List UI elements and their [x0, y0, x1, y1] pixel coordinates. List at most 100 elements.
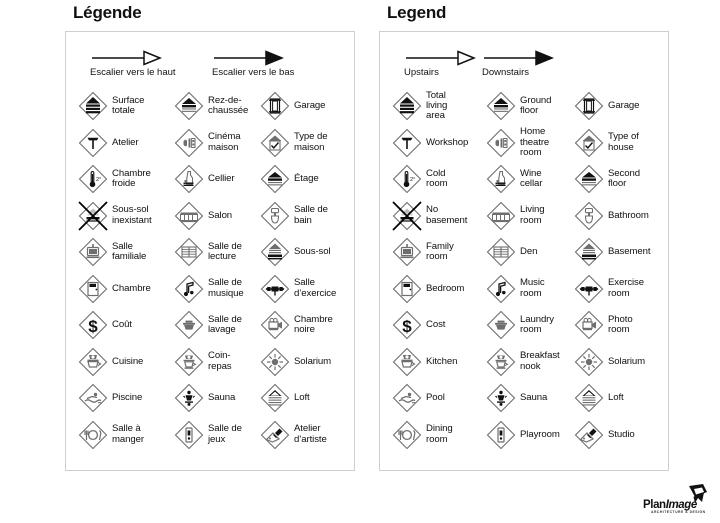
- legend-item-symbol: [486, 310, 516, 340]
- legend-item[interactable]: Chambre noire: [260, 307, 346, 344]
- legend-item-label-line1: Salle de: [208, 240, 242, 252]
- legend-item[interactable]: Cinéma maison: [174, 125, 260, 162]
- legend-item[interactable]: Piscine: [78, 380, 174, 417]
- legend-item[interactable]: Bedroom: [392, 271, 486, 308]
- legend-item[interactable]: Garage: [260, 88, 346, 125]
- legend-item-label-line1: Playroom: [520, 428, 560, 440]
- legend-item-label-line1: Chambre: [112, 282, 151, 294]
- legend-item[interactable]: Coin-repas: [174, 344, 260, 381]
- legend-item[interactable]: Atelier: [78, 125, 174, 162]
- legend-item[interactable]: Solarium: [574, 344, 660, 381]
- legend-item-label-line2: floor: [608, 178, 627, 190]
- legend-item[interactable]: 2° Cold room: [392, 161, 486, 198]
- legend-item-label-line1: Salle à: [112, 423, 141, 435]
- legend-item[interactable]: Chambre: [78, 271, 174, 308]
- legend-item-label: Solarium: [294, 355, 332, 367]
- basement-icon: [574, 237, 604, 267]
- legend-item[interactable]: Sauna: [486, 380, 574, 417]
- legend-item-label: Type de maison: [294, 132, 328, 153]
- legend-item[interactable]: Photo room: [574, 307, 660, 344]
- legend-item[interactable]: Garage: [574, 88, 660, 125]
- legend-item[interactable]: Salle de lavage: [174, 307, 260, 344]
- legend-item[interactable]: Total living area: [392, 88, 486, 125]
- legend-item-label-line2: noire: [294, 324, 315, 336]
- logo-wordmark: PlanImage: [643, 499, 697, 511]
- legend-item-label-line2: basement: [426, 214, 468, 226]
- legend-item[interactable]: Salle familiale: [78, 234, 174, 271]
- legend-item[interactable]: Bathroom: [574, 198, 660, 235]
- legend-item[interactable]: Cuisine: [78, 344, 174, 381]
- legend-item-label: Cost: [426, 319, 445, 330]
- legend-item[interactable]: Salle de jeux: [174, 417, 260, 454]
- legend-item[interactable]: $ Coût: [78, 307, 174, 344]
- legend-item[interactable]: $ Cost: [392, 307, 486, 344]
- legend-item[interactable]: Rez-de-chaussée: [174, 88, 260, 125]
- legend-item[interactable]: Den: [486, 234, 574, 271]
- legend-item[interactable]: Wine cellar: [486, 161, 574, 198]
- arrow-down-stairs-solid-icon: [214, 50, 284, 66]
- legend-item[interactable]: Kitchen: [392, 344, 486, 381]
- exercise-room-icon: [260, 274, 290, 304]
- legend-item[interactable]: Dining room: [392, 417, 486, 454]
- legend-item[interactable]: Basement: [574, 234, 660, 271]
- legend-item[interactable]: Salle de musique: [174, 271, 260, 308]
- legend-item-label: Sauna: [520, 392, 547, 403]
- legend-item[interactable]: Sauna: [174, 380, 260, 417]
- legend-item-label-line1: Solarium: [294, 355, 332, 367]
- legend-item-label: Chambre froide: [112, 168, 151, 190]
- legend-item[interactable]: Home theatre room: [486, 125, 574, 162]
- legend-item[interactable]: Salle de bain: [260, 198, 346, 235]
- legend-item-label-line2: d’exercice: [294, 287, 337, 299]
- legend-item[interactable]: Workshop: [392, 125, 486, 162]
- legend-item[interactable]: Sous-sol: [260, 234, 346, 271]
- legend-item-label-line2: room: [520, 324, 542, 336]
- legend-item[interactable]: Salle à manger: [78, 417, 174, 454]
- legend-item[interactable]: Type of house: [574, 125, 660, 162]
- panel-title-fr: Légende: [73, 3, 142, 22]
- laundry-room-icon: [174, 310, 204, 340]
- legend-item[interactable]: Sous-sol inexistant: [78, 198, 174, 235]
- legend-item[interactable]: Pool: [392, 380, 486, 417]
- basement-icon: [260, 237, 290, 267]
- music-room-icon: [174, 274, 204, 304]
- legend-item[interactable]: Ground floor: [486, 88, 574, 125]
- legend-item[interactable]: Cellier: [174, 161, 260, 198]
- exercise-room-icon: [574, 274, 604, 304]
- legend-item-label-line1: Bathroom: [608, 209, 649, 221]
- stairs-label: Downstairs: [482, 67, 529, 78]
- legend-item[interactable]: Exercise room: [574, 271, 660, 308]
- legend-item-label-line1: Garage: [294, 100, 326, 112]
- legend-item[interactable]: Loft: [574, 380, 660, 417]
- legend-item-symbol: [260, 274, 290, 304]
- legend-item[interactable]: No basement: [392, 198, 486, 235]
- legend-item[interactable]: Studio: [574, 417, 660, 454]
- legend-item[interactable]: Solarium: [260, 344, 346, 381]
- pool-icon: [392, 383, 422, 413]
- legend-item-label: Coin-repas: [208, 351, 232, 372]
- legend-item-label-line1: Den: [520, 246, 538, 258]
- legend-item-label: Exercise room: [608, 278, 644, 299]
- legend-item[interactable]: Loft: [260, 380, 346, 417]
- legend-item-label-line1: Salon: [208, 209, 233, 221]
- legend-item[interactable]: Living room: [486, 198, 574, 235]
- legend-item[interactable]: Surface totale: [78, 88, 174, 125]
- legend-item[interactable]: Laundry room: [486, 307, 574, 344]
- legend-item[interactable]: Second floor: [574, 161, 660, 198]
- legend-item[interactable]: Salle de lecture: [174, 234, 260, 271]
- legend-item[interactable]: Salle d’exercice: [260, 271, 346, 308]
- legend-item[interactable]: Salon: [174, 198, 260, 235]
- legend-item[interactable]: Playroom: [486, 417, 574, 454]
- garage-icon: [574, 91, 604, 121]
- legend-item-symbol: [78, 91, 108, 121]
- legend-item[interactable]: Type de maison: [260, 125, 346, 162]
- legend-item[interactable]: Atelier d’artiste: [260, 417, 346, 454]
- legend-item[interactable]: 2° Chambre froide: [78, 161, 174, 198]
- legend-item[interactable]: Breakfast nook: [486, 344, 574, 381]
- legend-item-symbol: [78, 383, 108, 413]
- legend-item[interactable]: Family room: [392, 234, 486, 271]
- legend-item-label-line2: house: [608, 141, 634, 153]
- legend-item-label-line1: Laundry: [520, 313, 554, 325]
- legend-item[interactable]: Étage: [260, 161, 346, 198]
- panel-title-en: Legend: [387, 3, 447, 22]
- legend-item[interactable]: Music room: [486, 271, 574, 308]
